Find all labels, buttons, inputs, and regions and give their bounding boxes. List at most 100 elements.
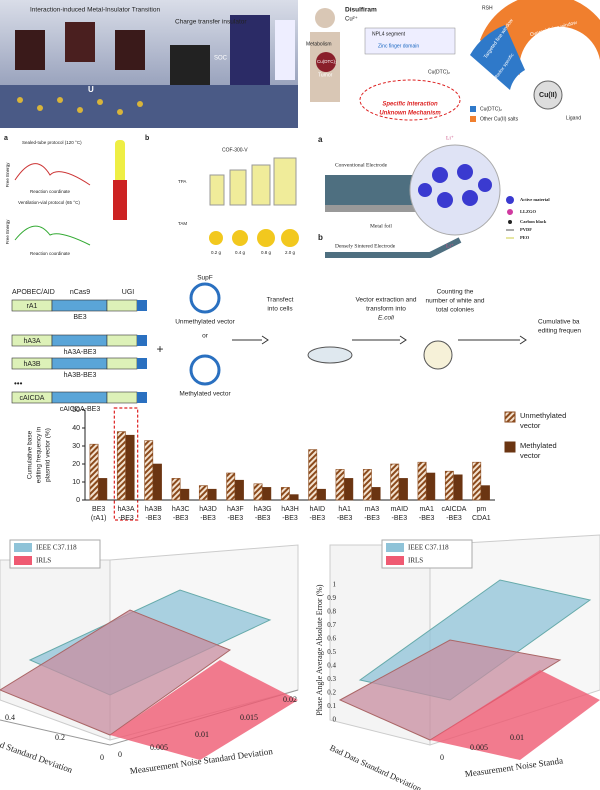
y-tick-label: 20 xyxy=(72,461,80,468)
x-tick-label: hA3D xyxy=(199,506,217,513)
label: Disulfiram xyxy=(345,7,377,14)
y-tick-label: 10 xyxy=(72,479,80,486)
label: or xyxy=(202,333,209,340)
y-tick-label: 0 xyxy=(76,497,80,504)
bar xyxy=(335,469,345,501)
label: editing frequen xyxy=(538,328,581,335)
legend-label: vector xyxy=(520,451,541,460)
x-tick-label: mAID xyxy=(391,506,409,513)
label: Cu(DTC)₂ xyxy=(480,106,502,112)
label: Densely Sintered Electrode xyxy=(335,243,396,249)
label: IEEE C37.118 xyxy=(36,544,77,552)
label: Metabolism xyxy=(306,41,332,47)
label: number of white and xyxy=(426,298,485,305)
bar xyxy=(308,449,318,501)
label: APOBEC/AID xyxy=(12,289,55,296)
label: TPA xyxy=(178,179,186,184)
x-tick-label: -BE3 xyxy=(228,515,244,522)
x-tick-label: (rA1) xyxy=(91,515,107,522)
bar xyxy=(153,463,162,501)
figure-title: Interaction-induced Metal-Insulator Tran… xyxy=(30,7,160,14)
label: Free Energy xyxy=(5,162,10,188)
bar xyxy=(125,434,135,501)
legend-swatch xyxy=(504,411,516,423)
label: IEEE C37.118 xyxy=(408,544,449,552)
x-tick-label: -BE3 xyxy=(118,515,134,522)
label: COF-300-V xyxy=(222,147,248,153)
label: SOC xyxy=(214,56,228,62)
y-axis-label: plasmid vector (%) xyxy=(45,428,52,482)
label: Li⁺ xyxy=(446,242,454,249)
label: Cu(DTC)₂ xyxy=(317,59,337,64)
bar xyxy=(262,487,272,501)
surface-plot-right xyxy=(302,532,600,790)
bar xyxy=(280,487,290,501)
x-tick-label: hA3C xyxy=(172,506,190,513)
label: b xyxy=(145,135,149,142)
label: Transfect xyxy=(267,297,294,304)
label: 0.9 xyxy=(327,594,336,602)
label: a xyxy=(4,135,8,142)
label: 0.005 xyxy=(150,743,168,752)
label: SupF xyxy=(197,275,213,282)
label: Zinc finger domain xyxy=(378,43,419,49)
bar xyxy=(198,485,208,501)
x-tick-label: hA3A xyxy=(117,506,134,513)
label: Specific Interaction xyxy=(382,102,438,108)
bar xyxy=(116,431,126,501)
bar xyxy=(171,478,181,501)
label: hA3B xyxy=(23,361,40,368)
label: Active material xyxy=(520,197,550,202)
label: cAICDA xyxy=(20,395,45,402)
surface-plot-left xyxy=(0,532,299,790)
bar xyxy=(453,474,463,501)
label: cAICDA-BE3 xyxy=(60,406,101,413)
label: Cumulative ba xyxy=(538,319,580,326)
bar xyxy=(235,479,244,501)
electrode-panel xyxy=(300,130,600,260)
label: 0.8 xyxy=(327,608,336,616)
label: 0.02 xyxy=(283,695,297,704)
label: PVDF xyxy=(520,227,532,232)
label: 0.4 xyxy=(327,662,336,670)
label: 0 xyxy=(118,750,122,759)
label: Other Cu(II) salts xyxy=(480,116,519,122)
y-tick-label: 50 xyxy=(72,407,80,414)
label: Unmethylated vector xyxy=(175,319,235,326)
label: 1 xyxy=(333,581,337,589)
bar xyxy=(399,478,408,501)
bar xyxy=(253,483,263,501)
label: Methylated vector xyxy=(179,391,231,398)
label: U xyxy=(88,85,94,94)
label: 0.01 xyxy=(195,730,209,739)
y-tick-label: 40 xyxy=(72,425,80,432)
label: 0.1 xyxy=(327,702,336,710)
cof-panel xyxy=(0,130,299,260)
x-tick-label: hA3H xyxy=(281,506,299,513)
bar xyxy=(390,463,400,501)
label: 2.0 g xyxy=(285,250,296,255)
label: Carbon black xyxy=(520,219,547,224)
label: Conventional Electrode xyxy=(335,162,388,168)
x-tick-label: mA1 xyxy=(419,506,434,513)
bar xyxy=(444,470,454,501)
y-tick-label: 30 xyxy=(72,443,80,450)
x-tick-label: -BE3 xyxy=(364,515,380,522)
label: hA3A xyxy=(23,338,40,345)
label: Unknown Mechanism xyxy=(379,111,441,117)
x-tick-label: -BE3 xyxy=(392,515,408,522)
label: PEO xyxy=(520,235,530,240)
x-tick-label: -BE3 xyxy=(282,515,298,522)
x-tick-label: -BE3 xyxy=(419,515,435,522)
label: Cu²⁺ xyxy=(345,16,358,23)
label: RSH xyxy=(482,5,493,11)
y-axis-label: editing frequency in xyxy=(36,426,43,483)
label: Metal foil xyxy=(370,222,392,229)
label: NPL4 segment xyxy=(372,31,406,37)
x-tick-label: hA3F xyxy=(227,506,244,513)
x-tick-label: cAICDA xyxy=(442,506,467,513)
bar xyxy=(472,461,482,501)
bar xyxy=(362,469,372,501)
bar xyxy=(371,487,381,501)
label: 0.015 xyxy=(240,713,258,722)
